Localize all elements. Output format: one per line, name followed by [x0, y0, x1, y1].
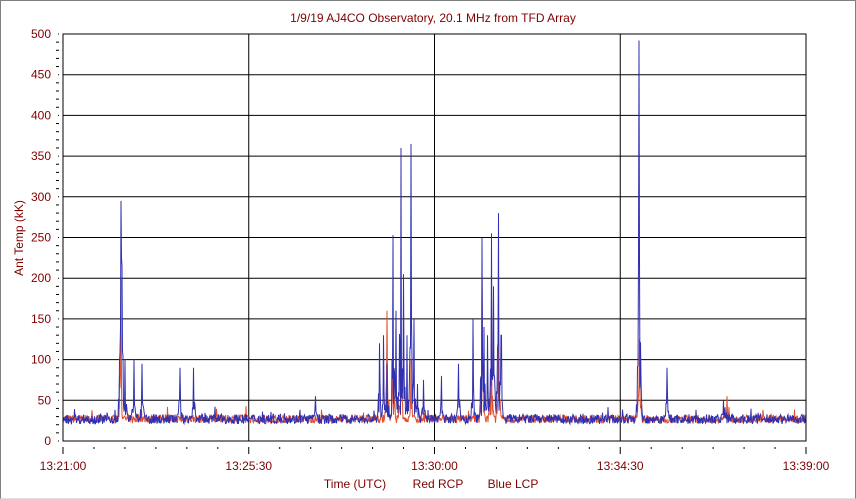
y-tick-label: 150: [31, 312, 51, 326]
y-tick-label: 200: [31, 271, 51, 285]
y-tick-label: 450: [31, 68, 51, 82]
x-axis-label: Time (UTC): [324, 477, 386, 491]
y-axis-label: Ant Temp (kK): [12, 200, 26, 276]
y-tick-label: 300: [31, 190, 51, 204]
x-tick-label: 13:34:30: [597, 459, 644, 473]
series-blue-lcp: [62, 40, 807, 426]
y-tick-label: 50: [38, 393, 52, 407]
legend-red-rcp: Red RCP: [413, 477, 464, 491]
x-tick-label: 13:25:30: [225, 459, 272, 473]
y-tick-label: 250: [31, 231, 51, 245]
y-tick-label: 100: [31, 353, 51, 367]
plot-area-border: [62, 33, 807, 442]
x-tick-label: 13:39:00: [783, 459, 830, 473]
chart-title: 1/9/19 AJ4CO Observatory, 20.1 MHz from …: [290, 11, 576, 25]
x-tick-label: 13:21:00: [40, 459, 87, 473]
y-tick-label: 400: [31, 108, 51, 122]
legend-blue-lcp: Blue LCP: [488, 477, 539, 491]
y-tick-label: 350: [31, 149, 51, 163]
x-tick-label: 13:30:00: [411, 459, 458, 473]
y-tick-label: 0: [44, 434, 51, 448]
y-tick-label: 500: [31, 27, 51, 41]
